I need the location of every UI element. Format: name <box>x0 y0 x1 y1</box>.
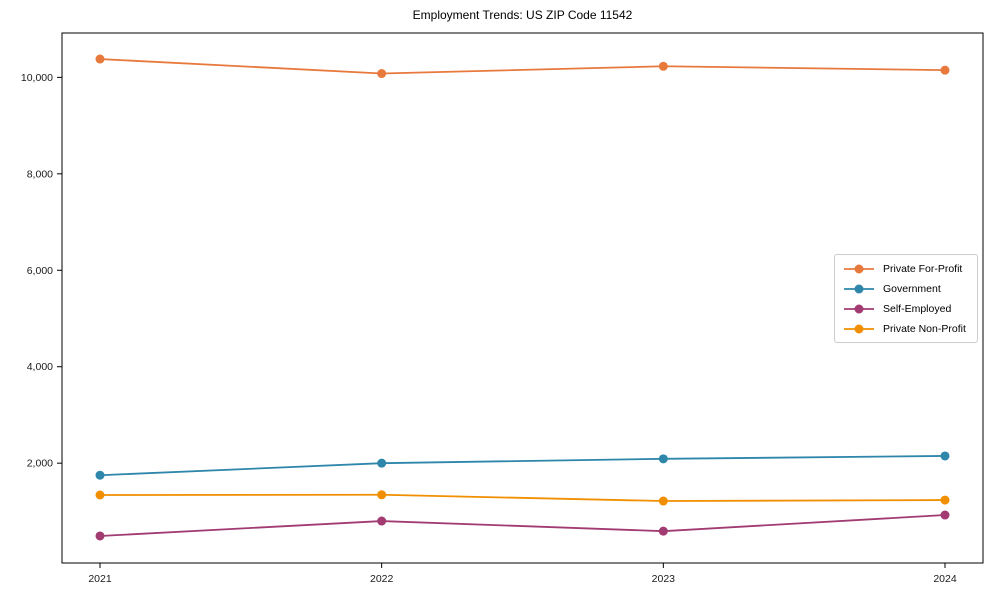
series-line <box>99 493 946 502</box>
series-line <box>99 514 946 537</box>
y-tick-label: 2,000 <box>27 458 53 470</box>
x-tick-label: 2024 <box>933 573 957 585</box>
data-point-marker <box>377 516 387 526</box>
data-point-marker <box>95 470 105 480</box>
data-point-marker <box>940 495 950 505</box>
x-tick-label: 2021 <box>88 573 112 585</box>
data-point-marker <box>658 526 668 536</box>
data-point-marker <box>658 454 668 464</box>
data-point-marker <box>658 496 668 506</box>
y-tick-label: 6,000 <box>27 265 53 277</box>
legend-line-marker-icon <box>844 304 874 313</box>
data-point-marker <box>377 458 387 468</box>
y-tick-label: 10,000 <box>21 72 53 84</box>
legend-entry: Government <box>843 282 969 295</box>
legend-line-marker-icon <box>844 284 874 293</box>
data-point-marker <box>940 65 950 75</box>
series-line <box>99 455 946 477</box>
y-tick-label: 4,000 <box>27 361 53 373</box>
data-point-marker <box>95 54 105 64</box>
chart-title: Employment Trends: US ZIP Code 11542 <box>412 8 633 22</box>
data-point-marker <box>940 510 950 520</box>
data-point-marker <box>377 69 387 79</box>
legend-label: Private For-Profit <box>883 262 963 275</box>
legend-entry: Private Non-Profit <box>843 322 969 335</box>
legend-entry: Private For-Profit <box>843 262 969 275</box>
legend: Private For-Profit Government Self-Employe… <box>834 254 978 343</box>
legend-label: Government <box>883 282 941 295</box>
data-point-marker <box>658 61 668 71</box>
data-point-marker <box>95 531 105 541</box>
x-tick-label: 2022 <box>370 573 394 585</box>
legend-line-marker-icon <box>844 264 874 273</box>
data-point-marker <box>95 490 105 500</box>
data-point-marker <box>940 451 950 461</box>
legend-line-marker-icon <box>844 324 874 333</box>
legend-label: Private Non-Profit <box>883 322 966 335</box>
data-point-marker <box>377 490 387 500</box>
legend-label: Self-Employed <box>883 302 952 315</box>
y-tick-label: 8,000 <box>27 168 53 180</box>
series-line <box>99 58 946 75</box>
plot-border <box>61 32 984 564</box>
x-tick-label: 2023 <box>652 573 676 585</box>
legend-entry: Self-Employed <box>843 302 969 315</box>
